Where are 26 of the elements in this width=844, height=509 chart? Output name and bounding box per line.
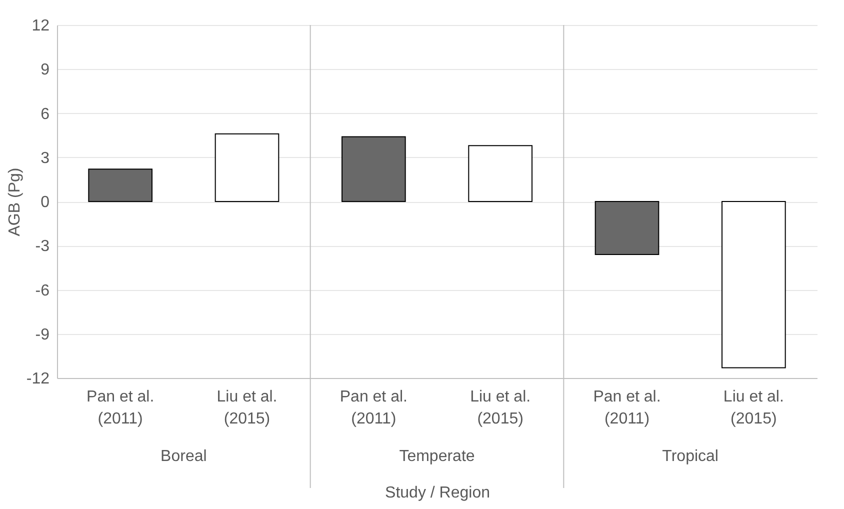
y-tick-label: -3 xyxy=(35,238,50,256)
x-tick-label: Liu et al. (2015) xyxy=(723,388,784,428)
y-tick-label: 3 xyxy=(40,150,50,167)
y-tick-label: -12 xyxy=(26,370,50,388)
bar xyxy=(468,145,532,202)
x-tick-label: Pan et al. (2011) xyxy=(593,388,661,428)
y-tick-label: 12 xyxy=(32,18,50,34)
text: Tropical xyxy=(662,448,718,465)
bar xyxy=(214,133,280,202)
text: Boreal xyxy=(160,448,207,465)
y-tick-label: -9 xyxy=(35,326,50,344)
x-tick-label: Pan et al. (2011) xyxy=(86,388,154,428)
bar xyxy=(88,168,152,202)
x-tick-label: Liu et al. (2015) xyxy=(470,388,531,428)
bar xyxy=(342,136,406,202)
y-tick-label: 6 xyxy=(40,106,50,123)
y-tick-label: 9 xyxy=(40,62,50,79)
text: Temperate xyxy=(399,448,475,465)
y-tick-label: -6 xyxy=(35,282,50,300)
bar xyxy=(594,201,660,255)
x-tick-label: Liu et al. (2015) xyxy=(216,388,278,428)
x-axis-title: Study / Region xyxy=(385,484,490,502)
y-tick-label: 0 xyxy=(40,194,50,211)
y-axis-title: AGB (Pg) xyxy=(6,168,24,236)
x-tick-label: Pan et al. (2011) xyxy=(340,388,408,428)
bar xyxy=(722,201,786,368)
